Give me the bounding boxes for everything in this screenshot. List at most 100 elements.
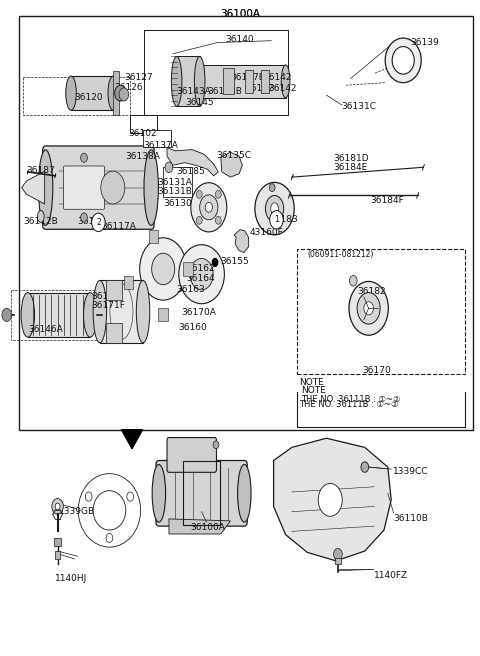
Text: 1339CC: 1339CC [393, 466, 428, 476]
Polygon shape [113, 71, 119, 115]
Ellipse shape [238, 464, 251, 522]
Text: 36181D: 36181D [334, 154, 369, 163]
Polygon shape [274, 438, 391, 561]
Text: 36130: 36130 [163, 199, 192, 208]
Text: 36117A: 36117A [101, 222, 136, 231]
Circle shape [212, 258, 218, 267]
Text: NOTE: NOTE [299, 378, 324, 387]
Text: 36143A: 36143A [177, 87, 211, 96]
Bar [261, 70, 269, 92]
Text: 43160F: 43160F [250, 228, 283, 237]
Text: 36145: 36145 [185, 98, 214, 107]
FancyBboxPatch shape [156, 461, 247, 526]
Circle shape [115, 85, 126, 101]
Text: 36112B: 36112B [23, 216, 58, 226]
Bar [183, 262, 193, 276]
Ellipse shape [152, 253, 175, 285]
Ellipse shape [265, 195, 284, 222]
Ellipse shape [37, 211, 44, 222]
Polygon shape [221, 152, 242, 177]
Text: 36135C: 36135C [216, 151, 251, 160]
Text: 36138A: 36138A [125, 152, 160, 161]
Ellipse shape [200, 195, 218, 220]
Text: 36110B: 36110B [394, 514, 429, 523]
Text: 36137A: 36137A [143, 141, 178, 150]
Ellipse shape [21, 293, 35, 337]
Circle shape [165, 162, 173, 173]
Ellipse shape [205, 202, 212, 213]
Circle shape [196, 190, 202, 198]
Circle shape [196, 216, 202, 224]
Bar [28, 293, 90, 337]
Text: 36142: 36142 [263, 73, 291, 82]
Text: 36131B: 36131B [157, 187, 192, 196]
Bar [158, 308, 168, 321]
Ellipse shape [194, 56, 205, 106]
Text: 36164: 36164 [186, 274, 215, 283]
Bar [297, 249, 465, 374]
Text: 36120: 36120 [74, 92, 103, 102]
Text: 36182: 36182 [358, 287, 386, 297]
Text: 36150: 36150 [91, 292, 120, 301]
Text: 36137B: 36137B [230, 73, 265, 82]
Text: 2: 2 [96, 218, 101, 227]
Polygon shape [167, 148, 218, 176]
Text: 36183: 36183 [269, 215, 298, 224]
Circle shape [81, 213, 87, 222]
Text: 36139: 36139 [410, 38, 439, 47]
Text: 36102: 36102 [129, 129, 157, 138]
FancyBboxPatch shape [167, 438, 216, 472]
Text: 1140FZ: 1140FZ [374, 571, 408, 581]
Circle shape [81, 154, 87, 163]
Text: 36155: 36155 [220, 256, 249, 266]
Circle shape [216, 216, 221, 224]
FancyBboxPatch shape [63, 166, 105, 209]
Text: 1140HJ: 1140HJ [55, 574, 87, 583]
Ellipse shape [364, 302, 373, 315]
Text: 36142: 36142 [268, 84, 296, 93]
Ellipse shape [385, 38, 421, 83]
Ellipse shape [179, 245, 225, 304]
Circle shape [269, 184, 275, 192]
Text: 36100A: 36100A [220, 9, 260, 20]
Ellipse shape [357, 293, 380, 324]
Bar [54, 538, 61, 546]
Text: 36170A: 36170A [181, 308, 216, 317]
Circle shape [349, 276, 357, 286]
Text: 36171F: 36171F [91, 301, 125, 310]
Ellipse shape [271, 203, 278, 215]
Circle shape [216, 190, 221, 198]
Polygon shape [234, 230, 249, 253]
FancyBboxPatch shape [43, 146, 154, 230]
Bar [124, 276, 133, 289]
Bar [106, 280, 122, 300]
Text: (060911-081212): (060911-081212) [307, 250, 373, 259]
Ellipse shape [108, 76, 119, 110]
Ellipse shape [392, 47, 414, 74]
Text: 1339GB: 1339GB [59, 507, 95, 516]
Text: 36185: 36185 [177, 167, 205, 176]
Text: 36162: 36162 [186, 264, 215, 274]
Ellipse shape [38, 150, 53, 226]
Circle shape [119, 88, 129, 101]
Bar [106, 323, 122, 343]
Text: 36160: 36160 [179, 323, 207, 333]
Ellipse shape [84, 293, 97, 337]
Text: 36140: 36140 [226, 35, 254, 44]
Text: 36131C: 36131C [341, 102, 376, 111]
Circle shape [318, 483, 342, 516]
Bar [100, 281, 143, 342]
Ellipse shape [66, 76, 76, 110]
Polygon shape [22, 171, 45, 204]
Text: THE NO. 36111B : ①~②: THE NO. 36111B : ①~② [299, 400, 398, 409]
Circle shape [101, 171, 125, 204]
Bar [183, 461, 220, 525]
Circle shape [55, 503, 60, 510]
Text: 36100A: 36100A [220, 9, 260, 20]
Ellipse shape [144, 150, 158, 226]
Ellipse shape [281, 65, 290, 98]
Circle shape [213, 441, 219, 449]
Polygon shape [121, 430, 143, 449]
Text: THE NO. 36111B : ①~②: THE NO. 36111B : ①~② [301, 395, 401, 404]
Circle shape [270, 211, 283, 229]
